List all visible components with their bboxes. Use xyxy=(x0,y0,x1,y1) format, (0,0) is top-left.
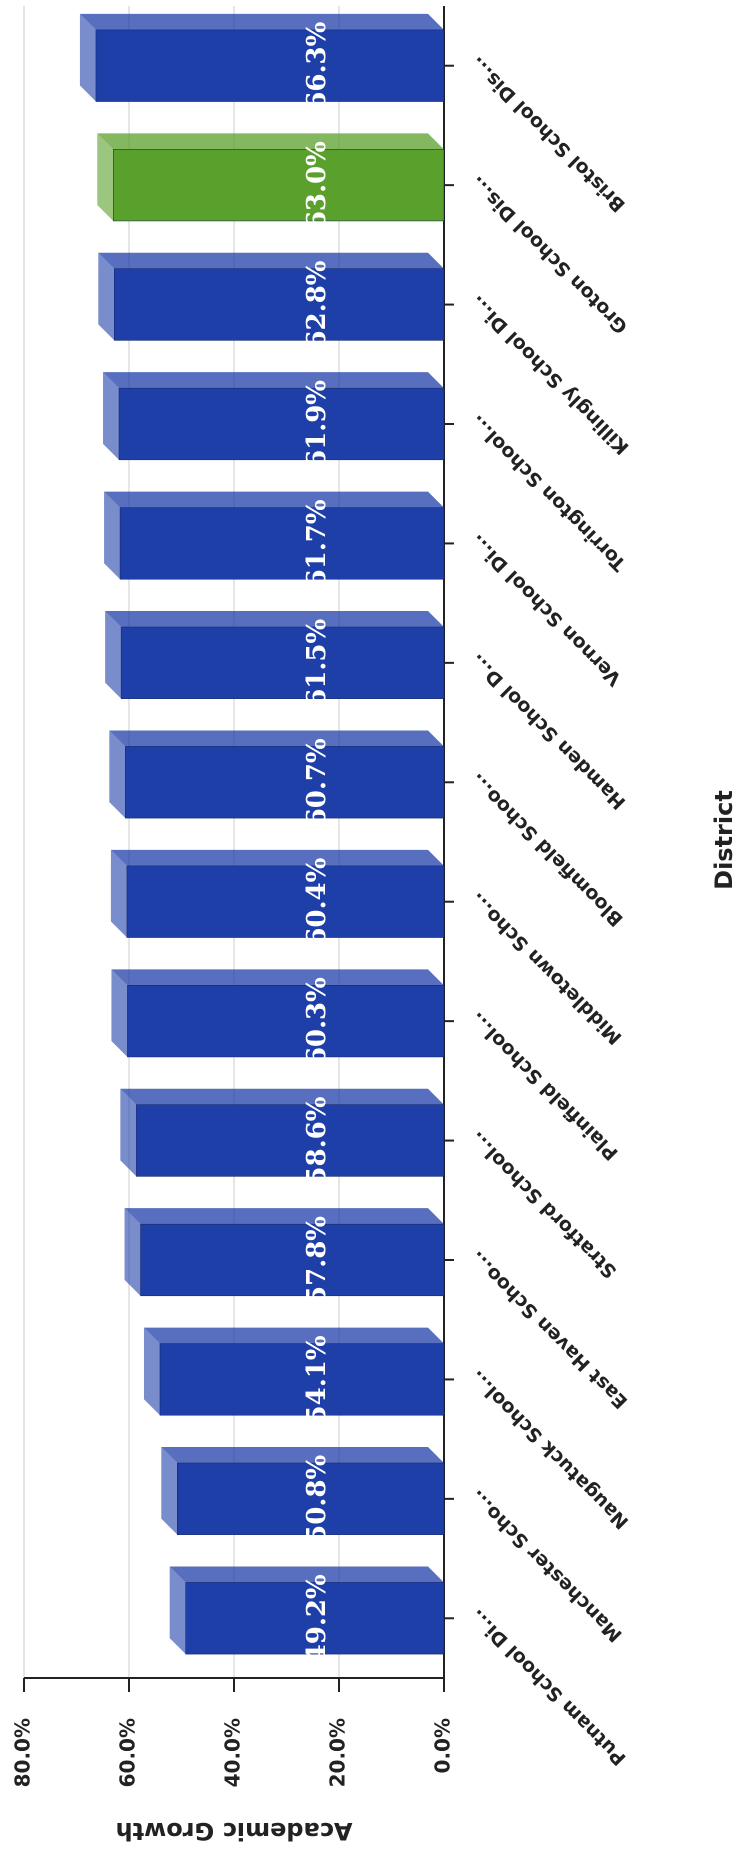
bar-top xyxy=(98,252,115,341)
bar xyxy=(127,985,445,1058)
bar-side xyxy=(161,1447,444,1464)
bar-top xyxy=(111,969,128,1057)
value-label: 58.6% xyxy=(302,1096,332,1184)
bar xyxy=(95,29,445,102)
y-tick-label: 20.0% xyxy=(326,1718,350,1787)
value-label: 60.7% xyxy=(302,738,332,826)
bar xyxy=(177,1462,445,1535)
bar-top xyxy=(161,1447,178,1535)
bar-side xyxy=(169,1566,444,1583)
bar xyxy=(119,507,445,580)
value-label: 61.5% xyxy=(302,619,332,707)
bar xyxy=(113,149,445,222)
bar-side xyxy=(79,13,444,30)
value-label: 50.8% xyxy=(302,1455,332,1543)
bar-top xyxy=(109,730,126,819)
bar xyxy=(140,1223,445,1297)
value-label: 60.3% xyxy=(302,977,332,1065)
bar-side xyxy=(143,1327,444,1344)
bar-top xyxy=(104,491,121,580)
bar xyxy=(136,1104,445,1177)
value-label: 49.2% xyxy=(302,1574,332,1662)
value-label: 62.8% xyxy=(302,260,332,348)
y-tick-label: 0.0% xyxy=(431,1718,455,1773)
bar-side xyxy=(120,1088,444,1105)
value-label: 63.0% xyxy=(302,141,332,229)
bar-side xyxy=(111,969,444,986)
bar-side xyxy=(124,1208,444,1225)
y-axis-title: Academic Growth xyxy=(115,1817,352,1845)
value-label: 66.3% xyxy=(302,21,332,109)
bar xyxy=(114,268,445,341)
bar-top xyxy=(79,13,96,102)
y-tick-label: 80.0% xyxy=(11,1718,35,1787)
bar-side xyxy=(109,730,444,747)
bar xyxy=(125,746,445,819)
bar-side xyxy=(103,372,444,389)
bar-top xyxy=(103,372,120,460)
value-label: 54.1% xyxy=(302,1335,332,1423)
bar xyxy=(185,1582,445,1655)
bar-top xyxy=(124,1208,141,1296)
x-axis-title: District xyxy=(710,790,738,890)
bar-top xyxy=(143,1327,160,1416)
value-label: 57.8% xyxy=(302,1216,332,1304)
bar-side xyxy=(105,611,444,628)
bar-top xyxy=(120,1088,137,1177)
bar xyxy=(120,626,445,699)
bar xyxy=(159,1343,445,1416)
bar-top xyxy=(105,611,122,699)
bar-top xyxy=(169,1566,186,1655)
value-label: 61.7% xyxy=(302,499,332,587)
y-tick-label: 40.0% xyxy=(221,1718,245,1787)
bar-top xyxy=(97,133,114,221)
bar-side xyxy=(104,491,444,508)
bar-side xyxy=(98,252,444,269)
bar xyxy=(118,387,445,461)
value-label: 61.9% xyxy=(302,380,332,468)
y-tick-label: 60.0% xyxy=(116,1718,140,1787)
bar-top xyxy=(110,849,127,938)
value-label: 60.4% xyxy=(302,857,332,945)
bar-side xyxy=(110,849,444,866)
bar xyxy=(126,865,445,938)
bar-side xyxy=(97,133,444,150)
